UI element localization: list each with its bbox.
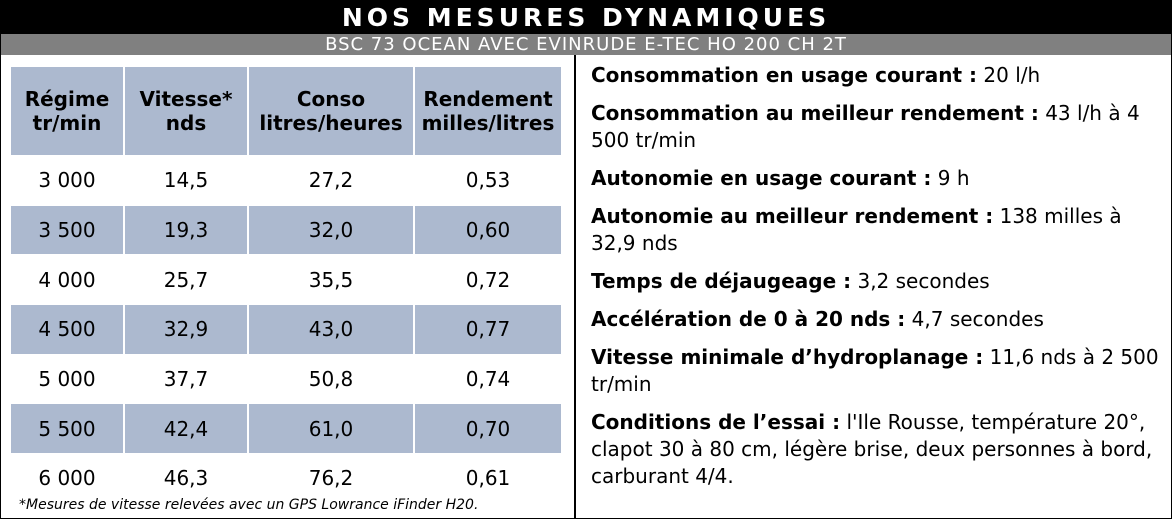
fact-label: Temps de déjaugeage : [591, 269, 852, 293]
fact-value: 43 l/h à 4 500 tr/min [591, 101, 1140, 152]
table-cell: 0,53 [413, 155, 561, 205]
measurements-table-section: Régime tr/min Vitesse* nds Conso litres/heu… [1, 55, 574, 518]
col-header-regime: Régime tr/min [11, 67, 123, 155]
col-header-conso: Conso litres/heures [247, 67, 413, 155]
table-cell: 50,8 [247, 353, 413, 404]
col-header-vitesse: Vitesse* nds [123, 67, 247, 155]
table-row: 4 000 25,7 35,5 0,72 [11, 254, 561, 305]
table-cell: 3 000 [11, 155, 123, 205]
fact-autonomie-rendement: Autonomie au meilleur rendement : 138 mi… [591, 203, 1161, 257]
fact-value: 20 l/h [983, 63, 1041, 87]
table-cell: 37,7 [123, 353, 247, 404]
table-cell: 4 500 [11, 304, 123, 354]
fact-conditions-essai: Conditions de l’essai : l'Ile Rousse, te… [591, 409, 1161, 490]
facts-list: Consommation en usage courant : 20 l/h C… [591, 62, 1161, 501]
fact-label: Autonomie en usage courant : [591, 166, 932, 190]
table-cell: 4 000 [11, 254, 123, 304]
table-row: 3 500 19,3 32,0 0,60 [11, 204, 561, 255]
table-cell: 43,0 [247, 304, 413, 354]
table-cell: 0,77 [413, 304, 561, 354]
table-cell: 0,72 [413, 254, 561, 305]
fact-vitesse-hydroplanage: Vitesse minimale d’hydroplanage : 11,6 n… [591, 344, 1161, 398]
table-row: 4 500 32,9 43,0 0,77 [11, 304, 561, 354]
table-cell: 76,2 [247, 453, 413, 503]
table-cell: 0,74 [413, 353, 561, 404]
fact-consommation-usage: Consommation en usage courant : 20 l/h [591, 62, 1161, 89]
table-row: 5 000 37,7 50,8 0,74 [11, 353, 561, 404]
table-cell: 61,0 [247, 403, 413, 454]
fact-value: 9 h [937, 166, 970, 190]
table-cell: 5 000 [11, 353, 123, 404]
col-header-rendement: Rendement milles/litres [413, 67, 561, 155]
fact-label: Conditions de l’essai : [591, 410, 841, 434]
table-cell: 0,61 [413, 453, 561, 503]
table-cell: 35,5 [247, 254, 413, 305]
table-row: 3 000 14,5 27,2 0,53 [11, 155, 561, 205]
fact-label: Vitesse minimale d’hydroplanage : [591, 345, 984, 369]
measurements-table: Régime tr/min Vitesse* nds Conso litres/heu… [11, 67, 561, 503]
table-cell: 32,9 [123, 304, 247, 354]
fact-value: 4,7 secondes [911, 307, 1044, 331]
table-footnote: *Mesures de vitesse relevées avec un GPS… [19, 497, 479, 513]
fact-value: 11,6 nds à 2 500 tr/min [591, 345, 1159, 396]
table-cell: 46,3 [123, 453, 247, 503]
table-cell: 6 000 [11, 453, 123, 503]
fact-acceleration: Accélération de 0 à 20 nds : 4,7 seconde… [591, 306, 1161, 333]
table-header-row: Régime tr/min Vitesse* nds Conso litres/heu… [11, 67, 561, 155]
fact-label: Accélération de 0 à 20 nds : [591, 307, 906, 331]
fact-label: Autonomie au meilleur rendement : [591, 204, 994, 228]
table-cell: 0,60 [413, 204, 561, 255]
fact-temps-dejaugeage: Temps de déjaugeage : 3,2 secondes [591, 268, 1161, 295]
fact-autonomie-usage: Autonomie en usage courant : 9 h [591, 165, 1161, 192]
table-cell: 5 500 [11, 403, 123, 454]
column-divider [574, 55, 576, 518]
fact-value: l'Ile Rousse, température 20°, clapot 30… [591, 410, 1153, 488]
panel-subtitle: BSC 73 OCEAN AVEC EVINRUDE E-TEC HO 200 … [1, 34, 1171, 55]
table-row: 6 000 46,3 76,2 0,61 [11, 453, 561, 503]
table-cell: 0,70 [413, 403, 561, 454]
fact-value: 138 milles à 32,9 nds [591, 204, 1122, 255]
fact-value: 3,2 secondes [857, 269, 990, 293]
table-cell: 14,5 [123, 155, 247, 205]
table-cell: 42,4 [123, 403, 247, 454]
table-cell: 32,0 [247, 204, 413, 255]
fact-label: Consommation en usage courant : [591, 63, 978, 87]
table-row: 5 500 42,4 61,0 0,70 [11, 403, 561, 454]
table-cell: 3 500 [11, 204, 123, 255]
table-cell: 19,3 [123, 204, 247, 255]
table-cell: 25,7 [123, 254, 247, 305]
fact-consommation-rendement: Consommation au meilleur rendement : 43 … [591, 100, 1161, 154]
table-cell: 27,2 [247, 155, 413, 205]
fact-label: Consommation au meilleur rendement : [591, 101, 1039, 125]
panel-title: NOS MESURES DYNAMIQUES [1, 1, 1171, 34]
